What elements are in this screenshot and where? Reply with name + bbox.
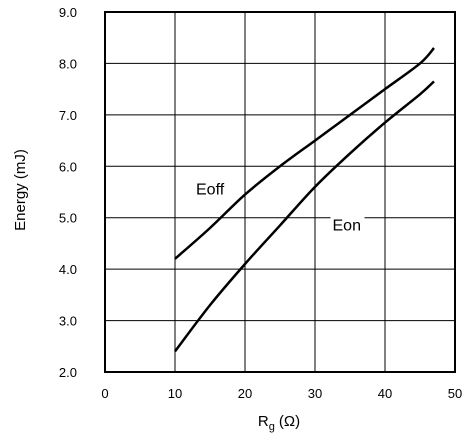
- series-line-eon: [174, 80, 435, 353]
- x-axis-label-sub: g: [269, 421, 275, 433]
- plot-frame: [104, 11, 456, 373]
- series-label-bg: [330, 215, 365, 235]
- y-tick-label: 3.0: [59, 314, 77, 329]
- series-labels: Eoff Eon: [194, 179, 365, 235]
- y-tick-labels: 2.0 3.0 4.0 5.0 6.0 7.0 8.0 9.0: [59, 5, 77, 380]
- y-tick-label: 2.0: [59, 365, 77, 380]
- x-tick-label: 10: [168, 386, 182, 401]
- x-axis-label: Rg (Ω): [258, 413, 300, 433]
- series-label-bg: [194, 179, 238, 199]
- x-tick-label: 50: [448, 386, 462, 401]
- grid: [105, 12, 455, 372]
- y-tick-label: 5.0: [59, 211, 77, 226]
- x-tick-labels: 0 10 20 30 40 50: [101, 386, 462, 401]
- y-tick-label: 7.0: [59, 108, 77, 123]
- x-tick-label: 40: [378, 386, 392, 401]
- series-label-eon: Eon: [333, 218, 361, 235]
- y-tick-label: 8.0: [59, 56, 77, 71]
- series-line-eoff: [174, 47, 435, 260]
- x-axis-label-unit: (Ω): [279, 413, 300, 430]
- y-tick-label: 6.0: [59, 159, 77, 174]
- y-tick-label: 4.0: [59, 262, 77, 277]
- series-group: [174, 47, 435, 353]
- x-tick-label: 20: [238, 386, 252, 401]
- series-label-eoff: Eoff: [196, 182, 225, 199]
- x-axis-label-main: R: [258, 413, 269, 430]
- x-tick-label: 30: [308, 386, 322, 401]
- y-tick-label: 9.0: [59, 5, 77, 20]
- x-tick-label: 0: [101, 386, 108, 401]
- y-axis-label: Energy (mJ): [12, 149, 29, 231]
